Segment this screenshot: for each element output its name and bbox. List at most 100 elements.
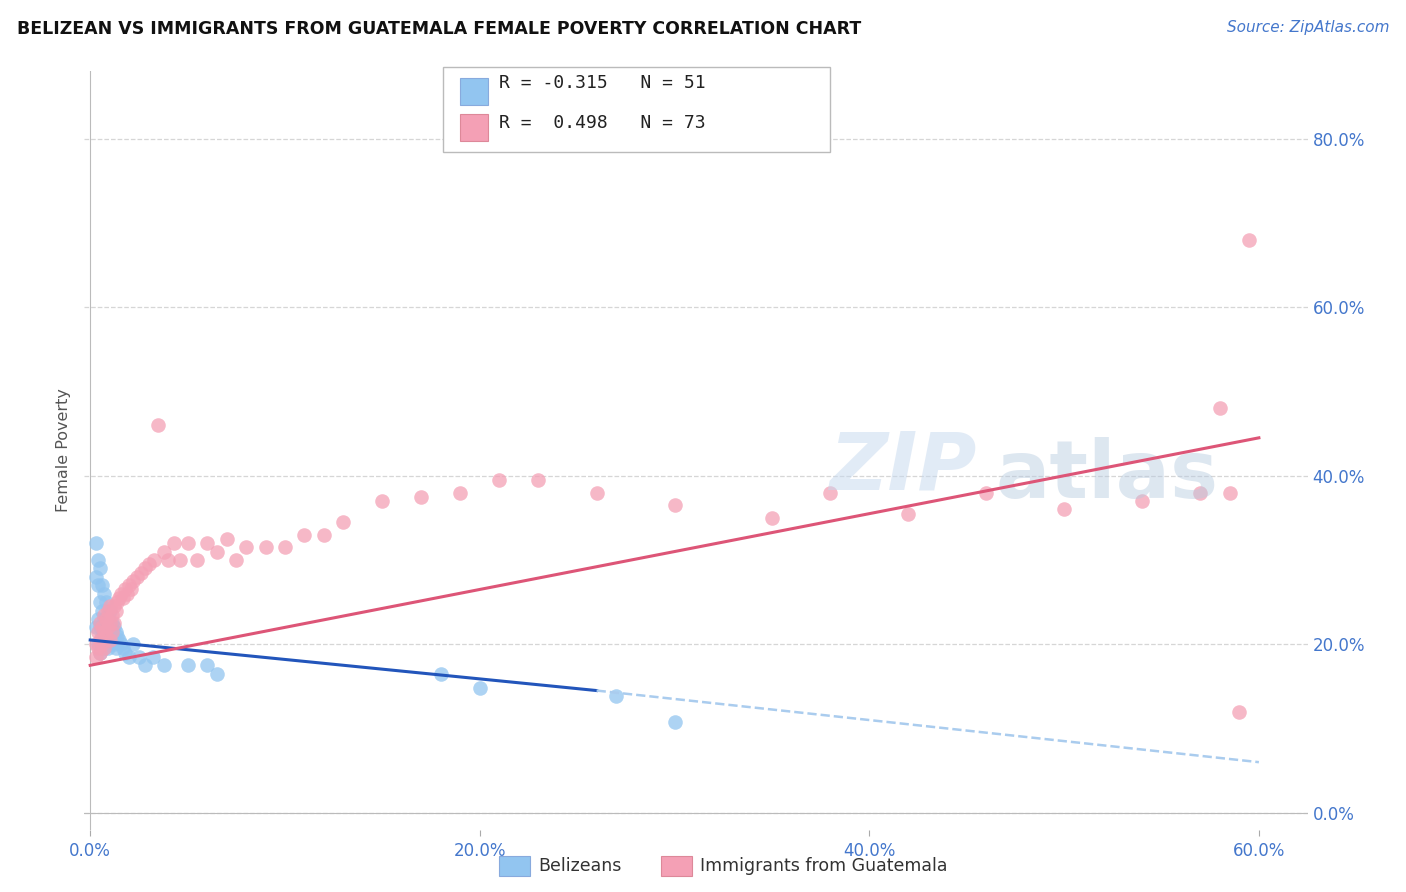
Point — [215, 532, 238, 546]
Point — [87, 641, 110, 656]
Point — [1189, 485, 1212, 500]
Point — [100, 616, 122, 631]
Point — [94, 629, 117, 643]
Point — [94, 612, 117, 626]
Point — [235, 541, 257, 555]
Point — [93, 587, 115, 601]
Point — [103, 620, 125, 634]
Point — [98, 616, 121, 631]
Point — [125, 570, 148, 584]
Point — [89, 646, 111, 660]
Point — [157, 553, 180, 567]
Text: Immigrants from Guatemala: Immigrants from Guatemala — [700, 857, 948, 875]
Point — [585, 485, 607, 500]
Text: R =  0.498   N = 73: R = 0.498 N = 73 — [499, 114, 706, 132]
Point — [89, 561, 111, 575]
Point — [93, 624, 115, 639]
Point — [94, 620, 117, 634]
Point — [138, 557, 160, 572]
Point — [312, 527, 335, 541]
Point — [176, 536, 198, 550]
Point — [103, 599, 125, 614]
Point — [468, 681, 491, 695]
Point — [605, 690, 627, 704]
Point — [176, 658, 198, 673]
Point — [974, 485, 997, 500]
Point — [169, 553, 191, 567]
Point — [89, 595, 111, 609]
Point — [84, 570, 107, 584]
Point — [84, 536, 107, 550]
Point — [134, 561, 156, 575]
Point — [87, 624, 110, 639]
Text: atlas: atlas — [995, 437, 1219, 515]
Point — [1053, 502, 1076, 516]
Point — [90, 620, 112, 634]
Text: BELIZEAN VS IMMIGRANTS FROM GUATEMALA FEMALE POVERTY CORRELATION CHART: BELIZEAN VS IMMIGRANTS FROM GUATEMALA FE… — [17, 20, 860, 37]
Point — [107, 595, 129, 609]
Point — [103, 616, 125, 631]
Point — [94, 595, 117, 609]
Point — [87, 553, 110, 567]
Point — [100, 607, 122, 622]
Point — [103, 637, 125, 651]
Point — [128, 649, 150, 664]
Point — [89, 646, 111, 660]
Point — [93, 641, 115, 656]
Point — [98, 637, 121, 651]
Point — [87, 612, 110, 626]
Point — [1219, 485, 1241, 500]
Point — [141, 649, 163, 664]
Point — [97, 603, 120, 617]
Point — [411, 490, 433, 504]
Point — [761, 511, 783, 525]
Point — [97, 620, 120, 634]
Point — [294, 527, 316, 541]
Point — [371, 494, 394, 508]
Point — [153, 658, 176, 673]
Text: Source: ZipAtlas.com: Source: ZipAtlas.com — [1226, 20, 1389, 35]
Point — [84, 649, 107, 664]
Point — [488, 473, 510, 487]
Point — [98, 620, 121, 634]
Point — [114, 646, 136, 660]
Point — [129, 566, 152, 580]
Point — [90, 578, 112, 592]
Point — [1237, 233, 1260, 247]
Point — [87, 578, 110, 592]
Point — [225, 553, 247, 567]
Point — [332, 515, 354, 529]
Point — [110, 637, 132, 651]
Point — [98, 599, 121, 614]
Point — [84, 620, 107, 634]
Point — [93, 612, 115, 626]
Point — [94, 637, 117, 651]
Point — [449, 485, 471, 500]
Point — [112, 591, 135, 605]
Point — [104, 641, 127, 656]
Point — [664, 498, 686, 512]
Point — [98, 603, 121, 617]
Point — [205, 544, 228, 558]
Point — [254, 541, 277, 555]
Point — [1130, 494, 1153, 508]
Y-axis label: Female Poverty: Female Poverty — [56, 389, 72, 512]
Point — [98, 633, 121, 648]
Point — [430, 666, 453, 681]
Point — [122, 574, 145, 588]
Point — [114, 582, 136, 597]
Point — [90, 603, 112, 617]
Point — [90, 629, 112, 643]
Point — [104, 624, 127, 639]
Point — [153, 544, 176, 558]
Point — [186, 553, 208, 567]
Point — [527, 473, 550, 487]
Point — [112, 641, 135, 656]
Point — [274, 541, 297, 555]
Point — [89, 616, 111, 631]
Point — [108, 591, 131, 605]
Point — [143, 553, 166, 567]
Text: Belizeans: Belizeans — [538, 857, 621, 875]
Point — [1229, 705, 1251, 719]
Point — [89, 633, 111, 648]
